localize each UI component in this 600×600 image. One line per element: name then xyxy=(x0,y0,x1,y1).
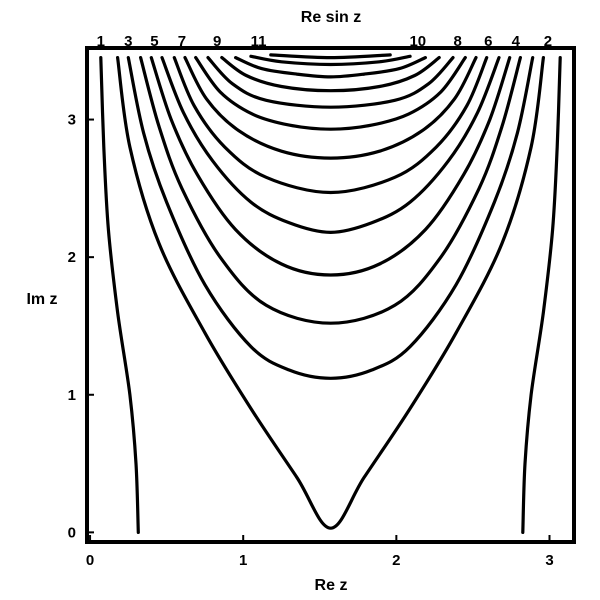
x-tick-label: 3 xyxy=(545,552,553,569)
y-tick-label: 3 xyxy=(68,112,76,129)
contour-line-15 xyxy=(269,53,392,60)
contour-level-label: 8 xyxy=(453,33,461,50)
contour-line-9 xyxy=(183,56,478,160)
chart-title: Re sin z xyxy=(301,9,361,26)
contour-level-labels: 1 3 5 7 9 11 10 8 6 4 2 xyxy=(97,33,553,50)
y-tick-label: 2 xyxy=(68,249,76,266)
y-tick-label: 0 xyxy=(68,524,76,541)
contour-level-label: 2 xyxy=(544,33,552,50)
x-tick-label: 2 xyxy=(392,552,400,569)
plot-frame xyxy=(85,46,576,544)
contour-level-label: 11 xyxy=(251,33,267,50)
x-tick-label: 1 xyxy=(239,552,247,569)
contour-level-label: 3 xyxy=(124,33,132,50)
contour-line-10 xyxy=(194,56,467,131)
contour-line-13 xyxy=(234,56,427,79)
x-tick-label: 0 xyxy=(86,552,94,569)
contour-level-label: 1 xyxy=(97,33,105,50)
y-tick-label: 1 xyxy=(68,387,76,404)
contour-line-5 xyxy=(139,56,522,325)
contour-level-label: 5 xyxy=(150,33,158,50)
contour-line-8 xyxy=(172,56,489,195)
contour-line-12 xyxy=(220,56,441,93)
contour-level-label: 4 xyxy=(512,33,521,50)
contour-level-label: 7 xyxy=(178,33,186,50)
contour-line-4 xyxy=(126,56,535,380)
x-axis-label: Re z xyxy=(315,577,348,594)
contour-lines xyxy=(99,53,562,534)
x-axis-ticks: 0 1 2 3 xyxy=(86,535,554,569)
contour-line-1 xyxy=(99,56,140,534)
contour-level-label: 10 xyxy=(409,33,426,50)
contour-level-label: 9 xyxy=(213,33,221,50)
contour-level-label: 6 xyxy=(484,33,492,50)
y-axis-label: Im z xyxy=(26,291,57,308)
contour-line-6 xyxy=(149,56,512,277)
contour-line-2 xyxy=(521,56,562,534)
contour-line-11 xyxy=(206,56,455,109)
y-axis-ticks: 0 1 2 3 xyxy=(68,112,94,541)
contour-line-3 xyxy=(116,56,545,530)
contour-line-14 xyxy=(249,54,412,67)
contour-line-7 xyxy=(160,56,501,234)
